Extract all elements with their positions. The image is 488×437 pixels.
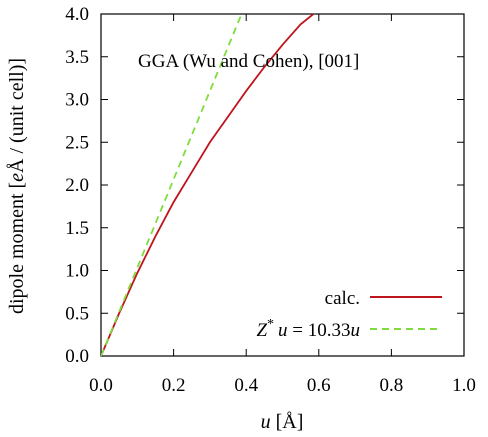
y-tick-label: 2.0 (65, 175, 89, 196)
chart-annotation: GGA (Wu and Cohen), [001] (138, 51, 359, 72)
x-tick-label: 0.0 (89, 375, 113, 396)
y-axis-label: dipole moment [eÅ / (unit cell)] (6, 58, 28, 314)
legend-label-calc: calc. (325, 288, 360, 309)
y-tick-label: 3.5 (65, 47, 89, 68)
y-tick-label: 1.5 (65, 218, 89, 239)
y-tick-label: 3.0 (65, 90, 89, 111)
x-axis-label: u [Å] (261, 411, 304, 433)
x-tick-label: 0.4 (234, 375, 258, 396)
x-tick-label: 0.6 (307, 375, 331, 396)
legend-label-fit: Z* u = 10.33u (256, 317, 360, 341)
series-line-fit (101, 14, 243, 356)
x-tick-label: 0.2 (162, 375, 186, 396)
legend: calc. Z* u = 10.33u (256, 288, 442, 341)
series-line-calc (101, 14, 315, 356)
y-tick-label: 0.5 (65, 303, 89, 324)
x-tick-label: 0.8 (380, 375, 404, 396)
y-tick-label: 4.0 (65, 4, 89, 25)
series-layer (101, 14, 315, 356)
y-ticks: 0.0 0.5 1.0 1.5 2.0 2.5 3.0 3.5 4.0 (65, 4, 464, 367)
y-tick-label: 1.0 (65, 261, 89, 282)
y-tick-label: 2.5 (65, 132, 89, 153)
x-ticks: 0.0 0.2 0.4 0.6 0.8 1.0 (89, 14, 476, 396)
x-tick-label: 1.0 (452, 375, 476, 396)
y-tick-label: 0.0 (65, 346, 89, 367)
